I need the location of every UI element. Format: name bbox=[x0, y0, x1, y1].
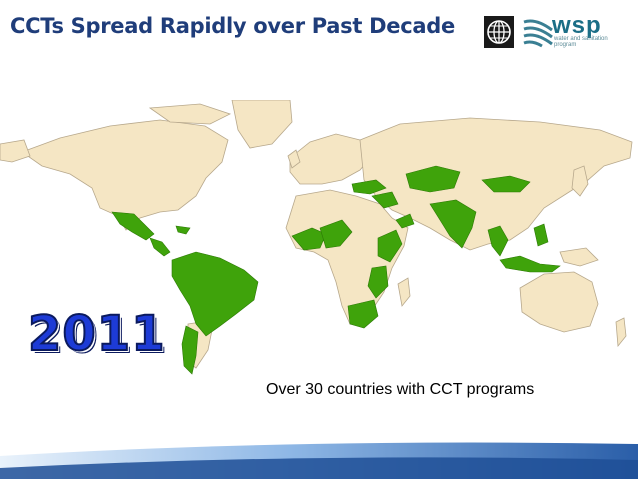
cct-south-africa bbox=[347, 299, 379, 329]
cct-philippines bbox=[533, 223, 549, 247]
world-map bbox=[0, 100, 633, 375]
footer-wave bbox=[0, 442, 638, 479]
logos: wsp water and sanitation program bbox=[484, 12, 624, 52]
wsp-logo bbox=[522, 16, 622, 50]
wsp-tagline: water and sanitation program bbox=[554, 36, 608, 48]
cct-central-america bbox=[149, 237, 171, 257]
cct-yemen bbox=[395, 213, 415, 229]
land-arctic-islands bbox=[148, 103, 232, 125]
cct-west-africa bbox=[291, 227, 327, 251]
land-uk bbox=[287, 149, 301, 169]
cct-southeast-asia bbox=[487, 225, 509, 257]
cct-indonesia bbox=[499, 255, 561, 273]
land-australia bbox=[519, 271, 599, 333]
land-north-america bbox=[21, 119, 229, 231]
cct-mongolia bbox=[481, 175, 531, 193]
land-alaska-north bbox=[0, 139, 31, 163]
slide-title: CCTs Spread Rapidly over Past Decade bbox=[10, 14, 455, 38]
map-caption: Over 30 countries with CCT programs bbox=[266, 381, 535, 398]
cct-pakistan-india bbox=[429, 199, 477, 249]
land-madagascar bbox=[397, 277, 411, 307]
cct-nigeria bbox=[319, 219, 353, 249]
wave-icon bbox=[523, 19, 553, 48]
cct-tanzania-malawi bbox=[367, 265, 389, 299]
cct-turkey bbox=[351, 179, 387, 195]
cct-ethiopia-kenya bbox=[377, 229, 403, 263]
wsp-wordmark: wsp bbox=[552, 12, 602, 39]
land-europe bbox=[289, 133, 373, 185]
cct-andes-chile bbox=[181, 325, 199, 375]
land-japan bbox=[571, 165, 589, 197]
cct-mexico bbox=[111, 211, 155, 241]
land-greenland bbox=[231, 100, 293, 149]
cct-caribbean bbox=[175, 225, 191, 235]
cct-south-america bbox=[171, 251, 259, 337]
year-label: 2011 bbox=[27, 305, 166, 363]
globe-icon bbox=[484, 16, 514, 48]
land-new-zealand bbox=[615, 317, 627, 348]
cct-kazakhstan bbox=[405, 165, 461, 193]
cct-middle-east bbox=[371, 191, 399, 209]
land-new-guinea bbox=[559, 247, 599, 267]
